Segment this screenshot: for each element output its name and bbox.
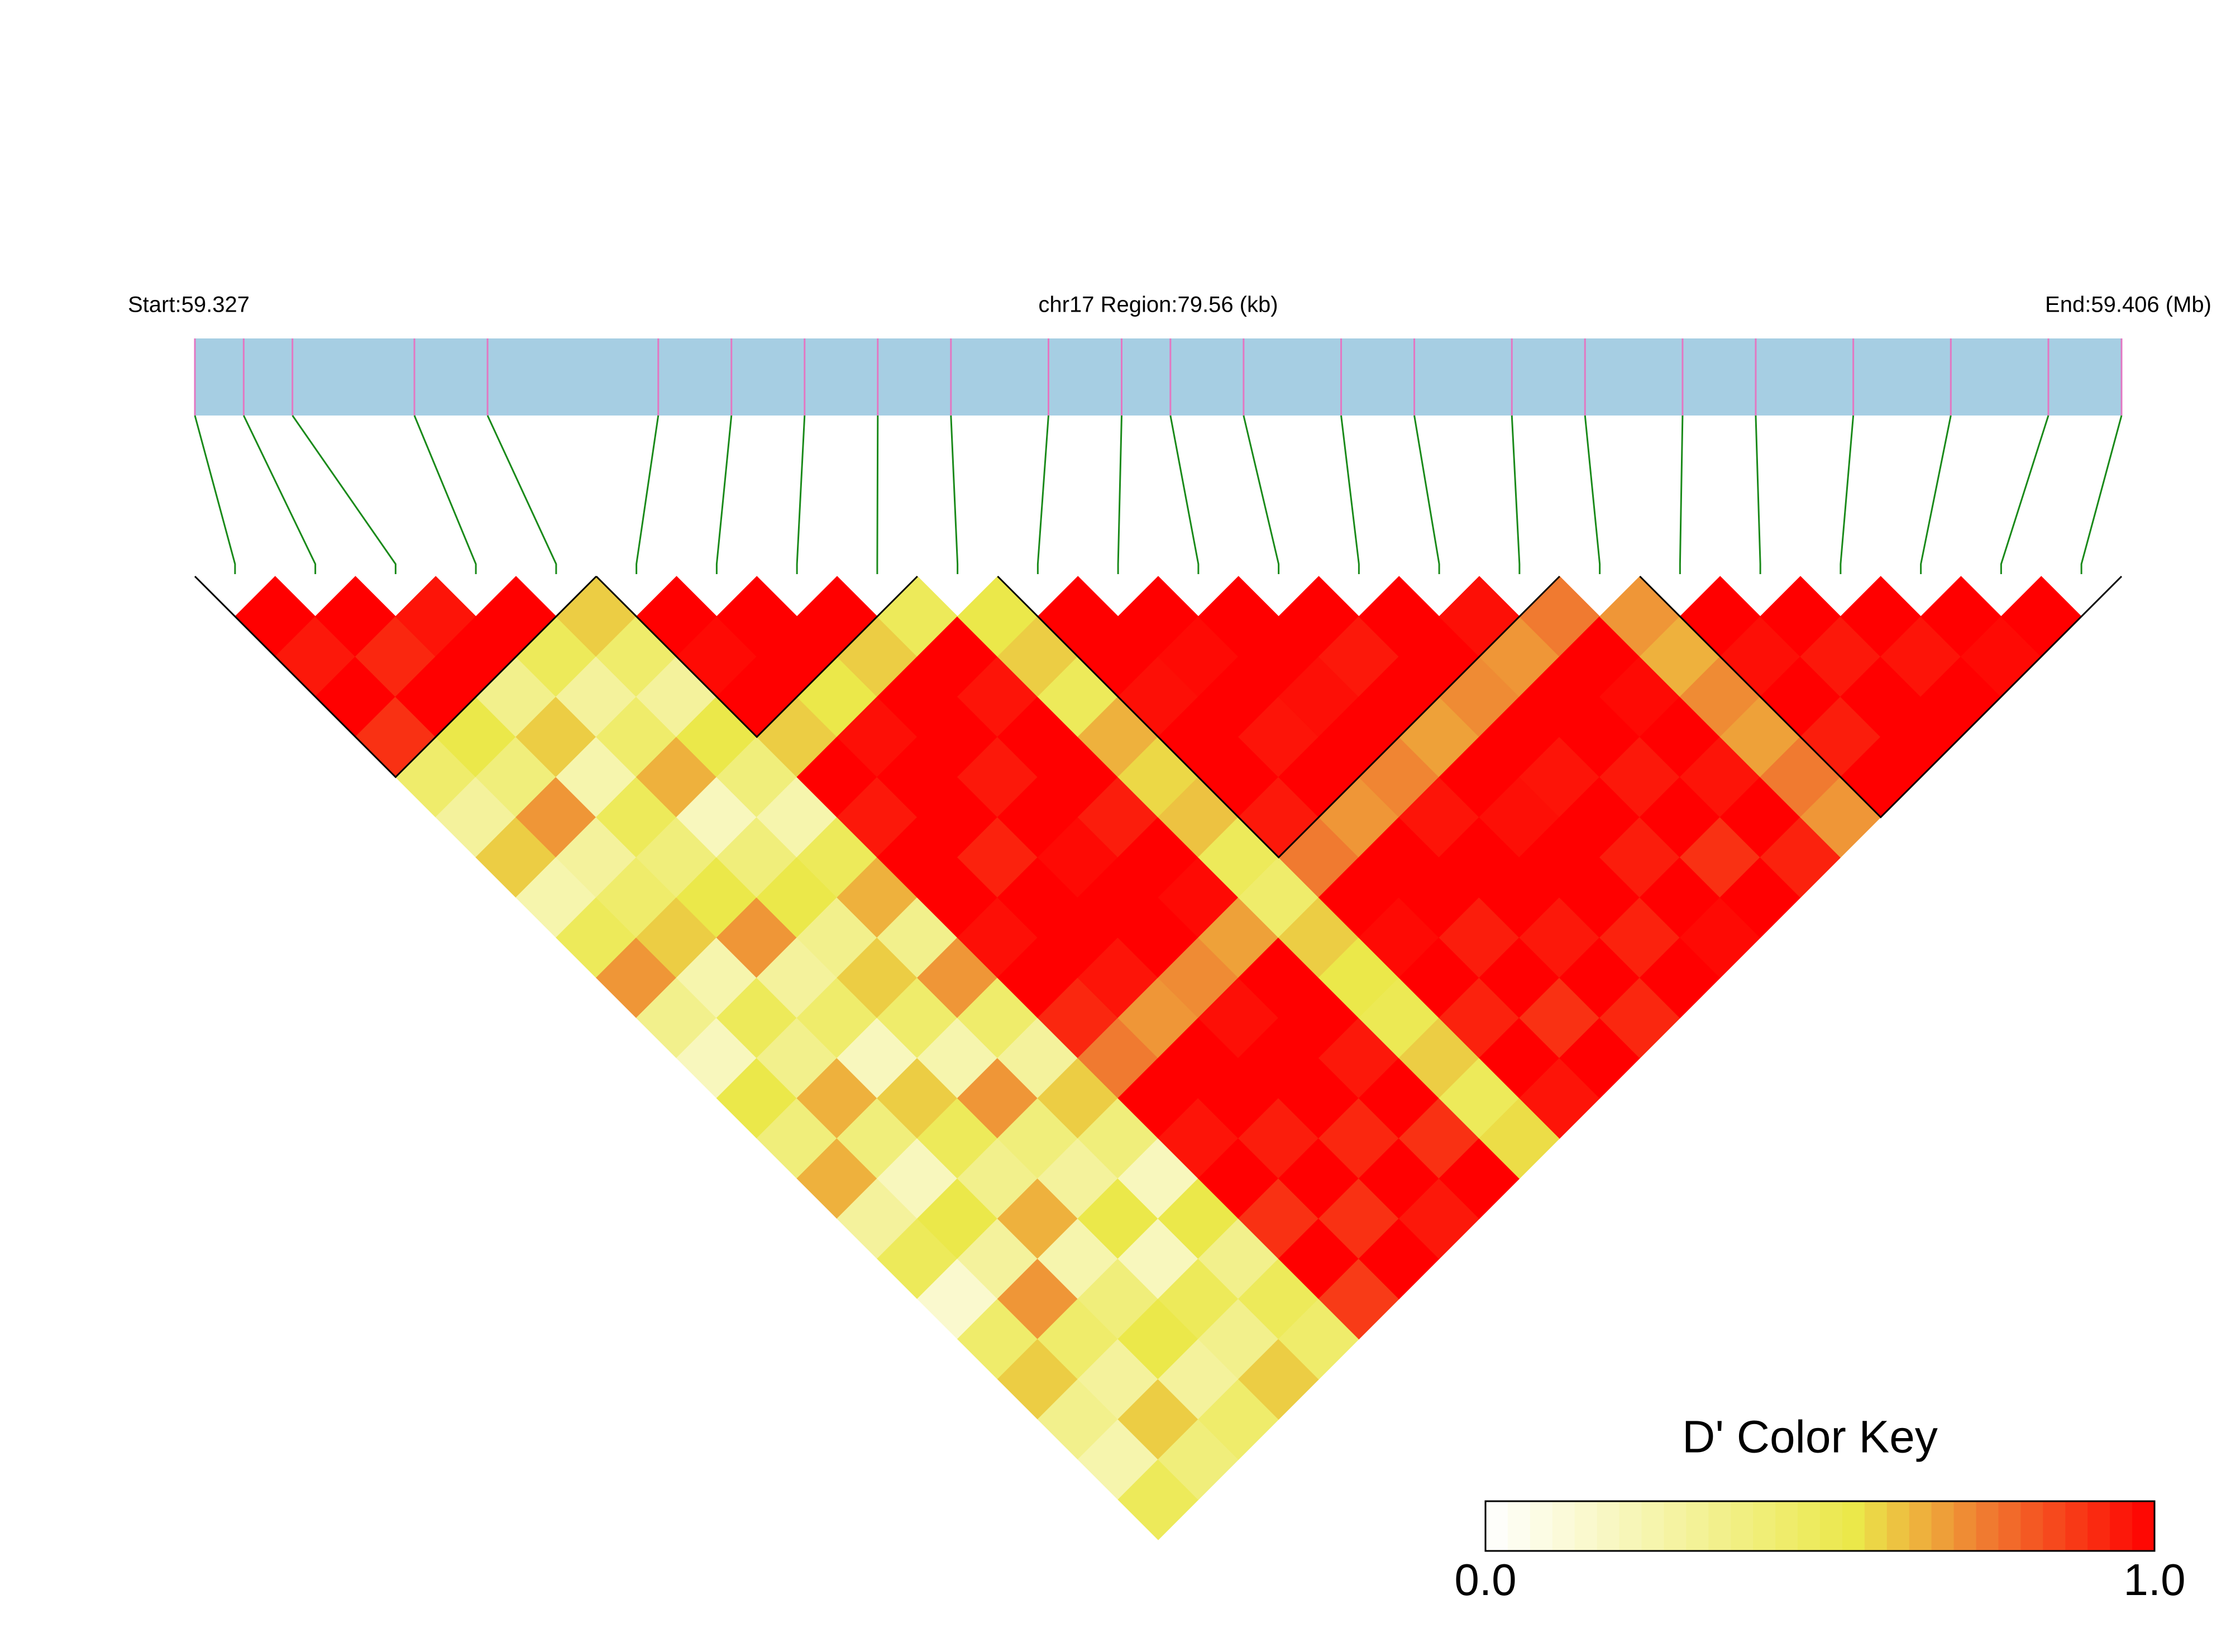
snp-connector bbox=[1511, 415, 1521, 574]
key-swatch bbox=[1731, 1501, 1754, 1551]
snp-connector bbox=[1036, 415, 1049, 574]
snp-connector bbox=[796, 415, 806, 574]
key-title: D' Color Key bbox=[1682, 1412, 1938, 1463]
key-swatch bbox=[1753, 1501, 1776, 1551]
snp-connector bbox=[1117, 415, 1122, 574]
key-swatch bbox=[1485, 1501, 1508, 1551]
key-frame bbox=[1484, 1500, 2156, 1552]
snp-connector bbox=[715, 415, 733, 574]
snp-connector bbox=[2000, 415, 2050, 574]
key-swatch bbox=[2043, 1501, 2066, 1551]
key-swatch bbox=[1976, 1501, 1999, 1551]
snp-connector bbox=[194, 415, 236, 574]
key-swatch bbox=[1530, 1501, 1553, 1551]
snp-connector bbox=[1169, 415, 1200, 574]
snp-connector bbox=[1584, 415, 1601, 574]
position-bar bbox=[195, 338, 2122, 416]
start-label: Start:59.327 bbox=[128, 293, 250, 317]
key-swatch bbox=[1597, 1501, 1620, 1551]
key-swatch bbox=[1820, 1501, 1843, 1551]
snp-connector bbox=[1243, 415, 1280, 574]
snp-connector bbox=[413, 415, 477, 574]
snp-connector bbox=[876, 415, 879, 574]
key-swatch bbox=[1619, 1501, 1642, 1551]
snp-connector bbox=[2080, 415, 2123, 574]
key-swatch bbox=[1998, 1501, 2021, 1551]
key-swatch bbox=[1909, 1501, 1932, 1551]
snp-connector bbox=[950, 415, 959, 574]
key-swatch bbox=[1864, 1501, 1888, 1551]
snp-connector bbox=[1679, 415, 1684, 574]
key-swatch bbox=[1842, 1501, 1865, 1551]
key-swatch bbox=[2110, 1501, 2133, 1551]
ld-block bbox=[194, 575, 597, 779]
key-swatch bbox=[1886, 1501, 1910, 1551]
key-swatch bbox=[2087, 1501, 2110, 1551]
snp-connector bbox=[1755, 415, 1761, 574]
end-label: End:59.406 (Mb) bbox=[2045, 293, 2211, 317]
key-swatch bbox=[1931, 1501, 1955, 1551]
ld-block bbox=[1639, 575, 2123, 819]
key-swatch bbox=[1574, 1501, 1598, 1551]
key-tick-label: 1.0 bbox=[2123, 1555, 2185, 1605]
key-swatch bbox=[1641, 1501, 1664, 1551]
key-swatch bbox=[1664, 1501, 1687, 1551]
snp-connector bbox=[636, 415, 660, 574]
key-tick-label: 0.0 bbox=[1454, 1555, 1516, 1605]
key-swatch bbox=[1552, 1501, 1575, 1551]
snp-connector bbox=[292, 415, 396, 574]
snp-connector bbox=[1340, 415, 1360, 574]
ld-block bbox=[595, 575, 918, 738]
key-swatch bbox=[1686, 1501, 1709, 1551]
snp-connector bbox=[486, 415, 557, 574]
region-label: chr17 Region:79.56 (kb) bbox=[1038, 293, 1278, 317]
ld-block bbox=[997, 575, 1560, 859]
key-swatch bbox=[1708, 1501, 1731, 1551]
key-swatch bbox=[2132, 1501, 2155, 1551]
key-swatch bbox=[1798, 1501, 1821, 1551]
snp-connector bbox=[1413, 415, 1440, 574]
key-swatch bbox=[2065, 1501, 2088, 1551]
key-swatch bbox=[1953, 1501, 1977, 1551]
snp-connector bbox=[1840, 415, 1855, 574]
key-swatch bbox=[1775, 1501, 1798, 1551]
snp-connector bbox=[1920, 415, 1952, 574]
key-swatch bbox=[2020, 1501, 2043, 1551]
key-swatch bbox=[1507, 1501, 1531, 1551]
snp-connector bbox=[242, 415, 317, 574]
